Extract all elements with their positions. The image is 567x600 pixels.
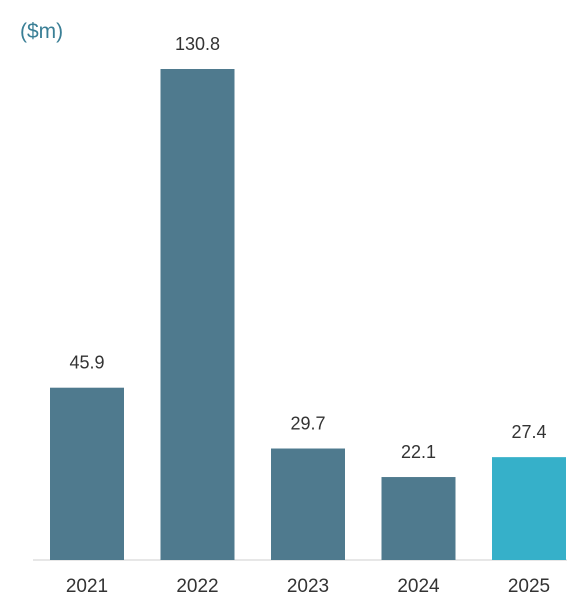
value-label-2024: 22.1 [401, 442, 436, 462]
value-label-2025: 27.4 [511, 422, 546, 442]
bar-2024 [381, 477, 456, 560]
x-tick-label-2024: 2024 [397, 576, 440, 597]
value-label-2022: 130.8 [175, 34, 220, 54]
bar-2022 [160, 69, 235, 560]
value-labels-group: 45.9 130.8 29.7 22.1 27.4 [69, 34, 546, 462]
bar-2023 [271, 448, 345, 560]
x-tick-label-2023: 2023 [287, 576, 329, 597]
x-tick-label-2025: 2025 [508, 576, 550, 597]
value-label-2021: 45.9 [69, 353, 104, 373]
x-tick-label-2021: 2021 [66, 576, 108, 597]
unit-label: ($m) [20, 20, 63, 43]
bar-2025 [492, 457, 566, 560]
bars-group [50, 69, 566, 560]
value-label-2023: 29.7 [290, 414, 325, 434]
bar-2021 [50, 387, 124, 560]
x-tick-label-2022: 2022 [176, 576, 218, 597]
x-tick-labels-group: 2021 2022 2023 2024 2025 [66, 576, 550, 597]
